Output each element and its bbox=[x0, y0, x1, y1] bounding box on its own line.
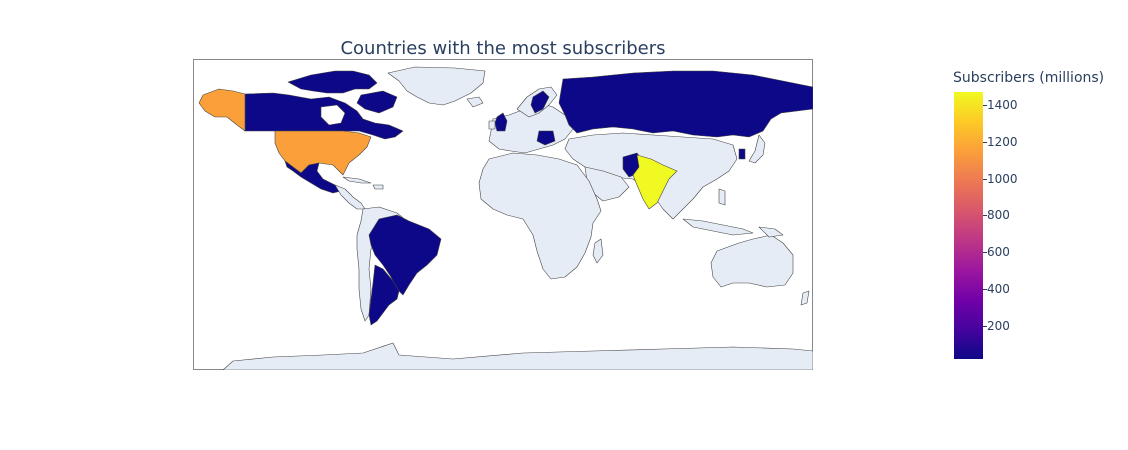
land-png bbox=[758, 226, 784, 238]
land-canada-islands bbox=[287, 70, 378, 94]
colorbar-tick-label: 1200 bbox=[987, 134, 1018, 149]
colorbar-title: Subscribers (millions) bbox=[953, 70, 1105, 86]
colorbar-tick-mark bbox=[983, 104, 987, 106]
land-indonesia bbox=[682, 218, 754, 236]
land-alaska bbox=[198, 88, 246, 132]
colorbar-tick-label: 200 bbox=[987, 318, 1010, 333]
map-title: Countries with the most subscribers bbox=[340, 38, 666, 59]
colorbar-tick-mark bbox=[983, 325, 987, 327]
land-brazil bbox=[368, 214, 442, 296]
colorbar-tick-mark bbox=[983, 289, 987, 291]
colorbar-tick-mark bbox=[983, 141, 987, 143]
land-korea bbox=[738, 148, 746, 160]
colorbar-tick-mark bbox=[983, 215, 987, 217]
land-greenland bbox=[387, 66, 486, 106]
land-new-zealand bbox=[800, 290, 810, 306]
land-antarctica bbox=[222, 342, 813, 370]
land-hispaniola bbox=[372, 184, 384, 190]
land-iceland bbox=[466, 96, 484, 108]
colorbar-tick-label: 800 bbox=[987, 208, 1010, 223]
hudson-bay bbox=[320, 104, 346, 126]
land-japan bbox=[748, 134, 766, 164]
land-philippines bbox=[718, 188, 726, 206]
land-russia bbox=[558, 70, 813, 138]
colorbar bbox=[954, 92, 983, 359]
land-sweden bbox=[530, 90, 550, 114]
world-map[interactable] bbox=[193, 59, 813, 370]
colorbar-tick-label: 600 bbox=[987, 245, 1010, 260]
colorbar-tick-label: 1400 bbox=[987, 97, 1018, 112]
colorbar-tick-label: 400 bbox=[987, 282, 1010, 297]
land-africa bbox=[478, 152, 602, 280]
land-baffin bbox=[356, 90, 398, 114]
land-argentina bbox=[368, 264, 400, 326]
colorbar-tick-label: 1000 bbox=[987, 171, 1018, 186]
colorbar-tick-mark bbox=[983, 252, 987, 254]
land-india bbox=[632, 154, 678, 210]
land-germany bbox=[536, 130, 556, 146]
colorbar-tick-mark bbox=[983, 178, 987, 180]
land-ireland bbox=[488, 120, 496, 130]
land-madagascar bbox=[592, 238, 604, 264]
land-australia bbox=[710, 234, 794, 288]
land-cuba bbox=[342, 176, 372, 184]
